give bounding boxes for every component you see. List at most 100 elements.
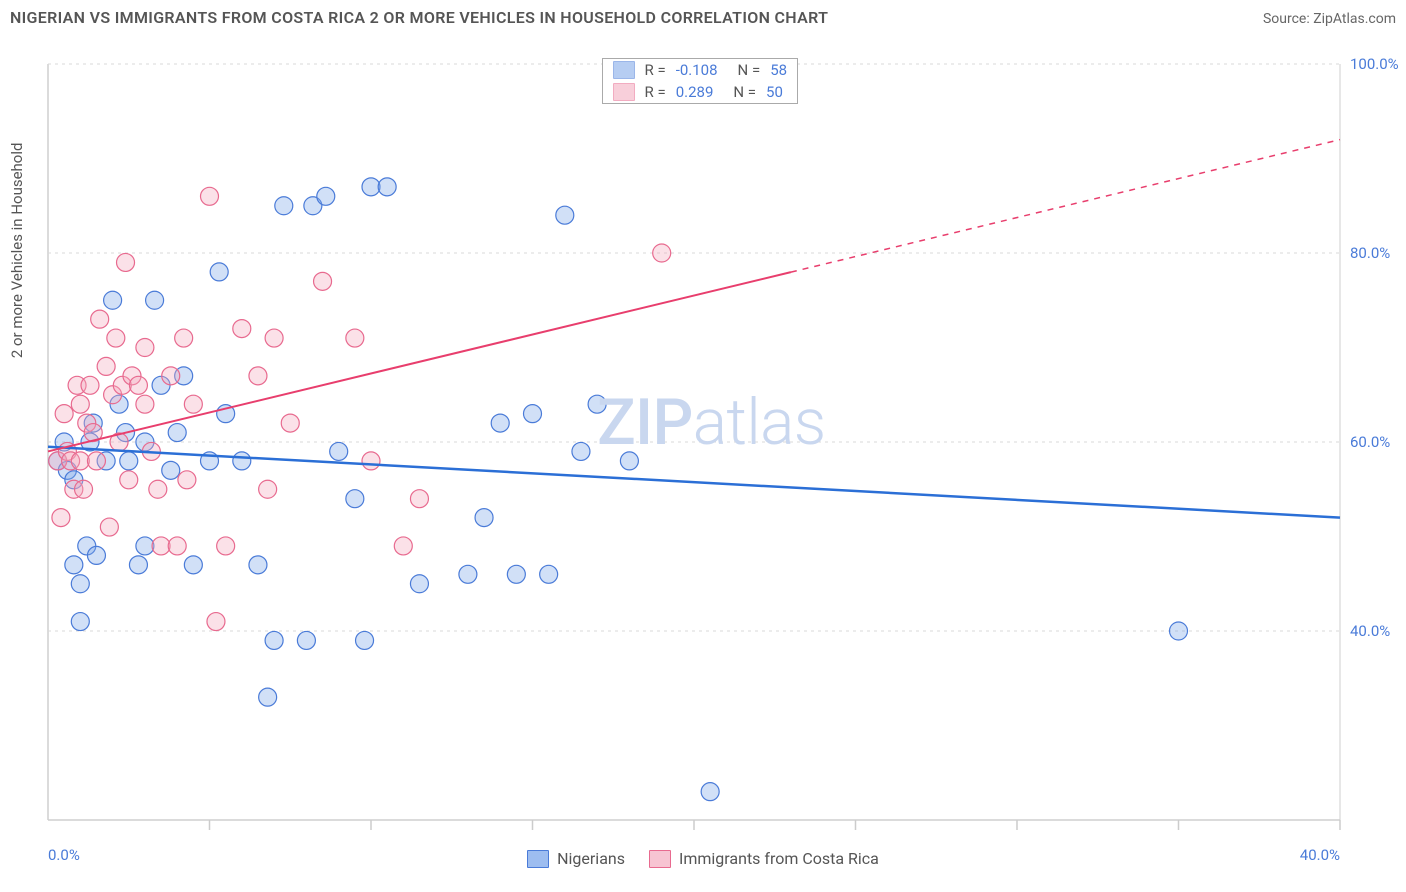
data-point: [540, 565, 558, 583]
data-point: [152, 537, 170, 555]
series-swatch: [613, 61, 635, 79]
data-point: [65, 556, 83, 574]
chart-title: NIGERIAN VS IMMIGRANTS FROM COSTA RICA 2…: [10, 8, 828, 27]
data-point: [149, 480, 167, 498]
data-point: [507, 565, 525, 583]
data-point: [524, 405, 542, 423]
data-point: [120, 452, 138, 470]
data-point: [175, 329, 193, 347]
data-point: [491, 414, 509, 432]
data-point: [168, 424, 186, 442]
data-point: [317, 187, 335, 205]
data-point: [87, 452, 105, 470]
chart-source: Source: ZipAtlas.com: [1263, 8, 1396, 27]
data-point: [249, 367, 267, 385]
data-point: [91, 310, 109, 328]
data-point: [107, 329, 125, 347]
data-point: [129, 556, 147, 574]
data-point: [265, 329, 283, 347]
y-tick-label: 80.0%: [1350, 244, 1390, 262]
data-point: [281, 414, 299, 432]
stat-r-label: R =: [645, 61, 666, 79]
data-point: [71, 613, 89, 631]
data-point: [297, 631, 315, 649]
data-point: [410, 575, 428, 593]
y-tick-label: 100.0%: [1350, 55, 1399, 73]
stat-n-value: 58: [770, 61, 787, 79]
data-point: [184, 395, 202, 413]
data-point: [129, 376, 147, 394]
data-point: [75, 480, 93, 498]
legend-label: Immigrants from Costa Rica: [679, 849, 879, 868]
data-point: [346, 329, 364, 347]
data-point: [1170, 622, 1188, 640]
data-point: [259, 480, 277, 498]
data-point: [207, 613, 225, 631]
y-tick-label: 40.0%: [1350, 622, 1390, 640]
data-point: [210, 263, 228, 281]
data-point: [178, 471, 196, 489]
series-nigerians: [49, 178, 1188, 801]
trend-line: [48, 447, 1340, 518]
data-point: [475, 509, 493, 527]
data-point: [87, 546, 105, 564]
trend-line-extrapolated: [791, 140, 1340, 273]
data-point: [71, 575, 89, 593]
data-point: [653, 244, 671, 262]
data-point: [217, 537, 235, 555]
data-point: [346, 490, 364, 508]
data-point: [201, 187, 219, 205]
data-point: [120, 471, 138, 489]
data-point: [572, 442, 590, 460]
data-point: [81, 376, 99, 394]
data-point: [146, 291, 164, 309]
stat-r-value: -0.108: [676, 61, 718, 79]
legend-swatch: [527, 850, 549, 868]
legend-label: Nigerians: [557, 849, 625, 868]
data-point: [233, 452, 251, 470]
data-point: [52, 509, 70, 527]
data-point: [162, 461, 180, 479]
data-point: [265, 631, 283, 649]
series-swatch: [613, 83, 635, 101]
legend-item: Immigrants from Costa Rica: [649, 849, 879, 868]
source-prefix: Source:: [1263, 11, 1313, 27]
data-point: [356, 631, 374, 649]
stats-legend: R =-0.108N =58R =0.289N =50: [602, 58, 799, 104]
data-point: [100, 518, 118, 536]
stat-n-label: N =: [733, 83, 756, 101]
stat-r-label: R =: [645, 83, 666, 101]
data-point: [394, 537, 412, 555]
data-point: [136, 339, 154, 357]
data-point: [410, 490, 428, 508]
data-point: [184, 556, 202, 574]
data-point: [71, 395, 89, 413]
series-legend: Nigerians Immigrants from Costa Rica: [0, 849, 1406, 868]
stat-n-label: N =: [738, 61, 761, 79]
data-point: [249, 556, 267, 574]
stat-r-value: 0.289: [676, 83, 714, 101]
data-point: [620, 452, 638, 470]
legend-item: Nigerians: [527, 849, 625, 868]
data-point: [162, 367, 180, 385]
data-point: [314, 272, 332, 290]
data-point: [97, 357, 115, 375]
data-point: [117, 253, 135, 271]
correlation-chart: 40.0%60.0%80.0%100.0%0.0%40.0%: [0, 40, 1406, 892]
data-point: [275, 197, 293, 215]
data-point: [168, 537, 186, 555]
data-point: [362, 178, 380, 196]
data-point: [556, 206, 574, 224]
data-point: [136, 395, 154, 413]
data-point: [136, 537, 154, 555]
data-point: [233, 320, 251, 338]
y-tick-label: 60.0%: [1350, 433, 1390, 451]
data-point: [259, 688, 277, 706]
data-point: [55, 405, 73, 423]
stats-row: R = -0.108 N = 58: [603, 59, 798, 81]
data-point: [701, 783, 719, 801]
legend-swatch: [649, 850, 671, 868]
data-point: [71, 452, 89, 470]
data-point: [459, 565, 477, 583]
stats-row: R =0.289N =50: [603, 81, 798, 103]
